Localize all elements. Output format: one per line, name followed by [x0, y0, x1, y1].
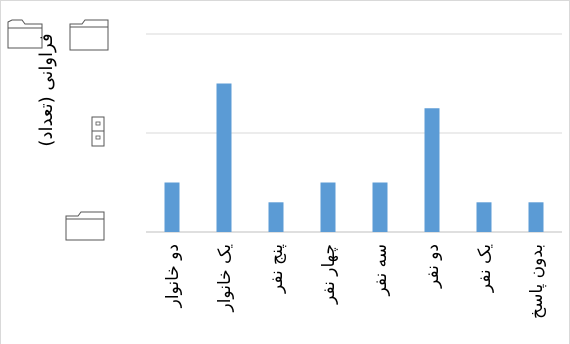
x-tick-label: یک خانوار: [215, 244, 235, 313]
bar: [528, 202, 544, 232]
bar: [268, 202, 284, 232]
folder-icon: [7, 19, 43, 49]
bars: [164, 83, 544, 232]
y-axis-title: فراوانی (تعداد): [36, 33, 57, 146]
bar: [320, 182, 336, 232]
cabinet-icon: [91, 116, 105, 147]
x-tick-label: سه نفر: [371, 244, 391, 296]
bar: [476, 202, 492, 232]
folder-icon: [65, 211, 105, 241]
folder-icon: [69, 19, 109, 51]
x-tick-label: دو نفر: [423, 244, 443, 289]
x-tick-label: یک نفر: [475, 244, 495, 293]
bar: [372, 182, 388, 232]
x-tick-label: چهار نفر: [319, 244, 339, 305]
x-tick-label: پنج نفر: [267, 244, 287, 294]
grid: [146, 33, 562, 233]
x-tick-label: بدون پاسخ: [527, 244, 547, 319]
bar: [164, 182, 180, 232]
x-tick-labels: دو خانوار یک خانوار پنج نفر چهار نفر سه نفر د…: [163, 244, 547, 319]
bar: [216, 83, 232, 232]
x-tick-label: دو خانوار: [163, 244, 183, 308]
bar: [424, 108, 440, 232]
